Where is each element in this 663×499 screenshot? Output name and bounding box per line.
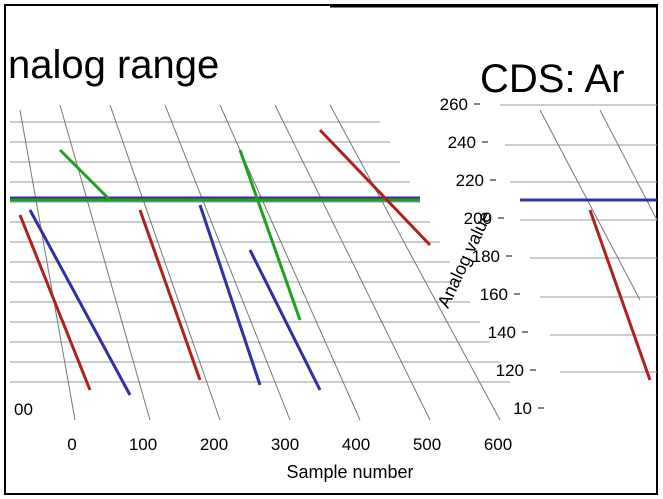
y-tick-label: 140 xyxy=(488,323,516,342)
y-tick-label: 10 xyxy=(513,399,532,418)
right-title: CDS: Ar xyxy=(480,57,624,101)
y-tick-label: 220 xyxy=(456,171,484,190)
edge-tick-label: 00 xyxy=(14,400,33,419)
x-tick-label: 200 xyxy=(200,435,228,454)
x-axis-label: Sample number xyxy=(286,462,413,482)
y-tick-label: 120 xyxy=(496,361,524,380)
y-tick-label: 160 xyxy=(480,285,508,304)
x-tick-label: 300 xyxy=(271,435,299,454)
x-tick-label: 0 xyxy=(67,435,76,454)
screenshot: nalog range CDS: Ar 00 26024022020018016… xyxy=(0,0,663,499)
x-tick-label: 500 xyxy=(413,435,441,454)
x-tick-label: 400 xyxy=(342,435,370,454)
x-tick-label: 600 xyxy=(484,435,512,454)
y-tick-label: 260 xyxy=(440,95,468,114)
y-tick-label: 240 xyxy=(448,133,476,152)
left-title: nalog range xyxy=(8,43,219,87)
x-tick-label: 100 xyxy=(129,435,157,454)
